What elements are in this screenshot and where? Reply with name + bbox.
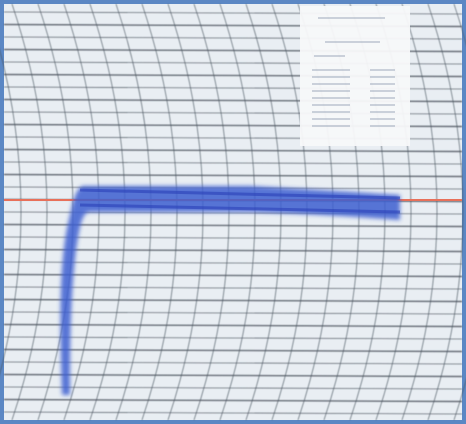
page: (() => { const data = JSON.parse(documen… [0,0,466,424]
chart-paper-photo [0,0,466,424]
note-card [300,6,410,146]
